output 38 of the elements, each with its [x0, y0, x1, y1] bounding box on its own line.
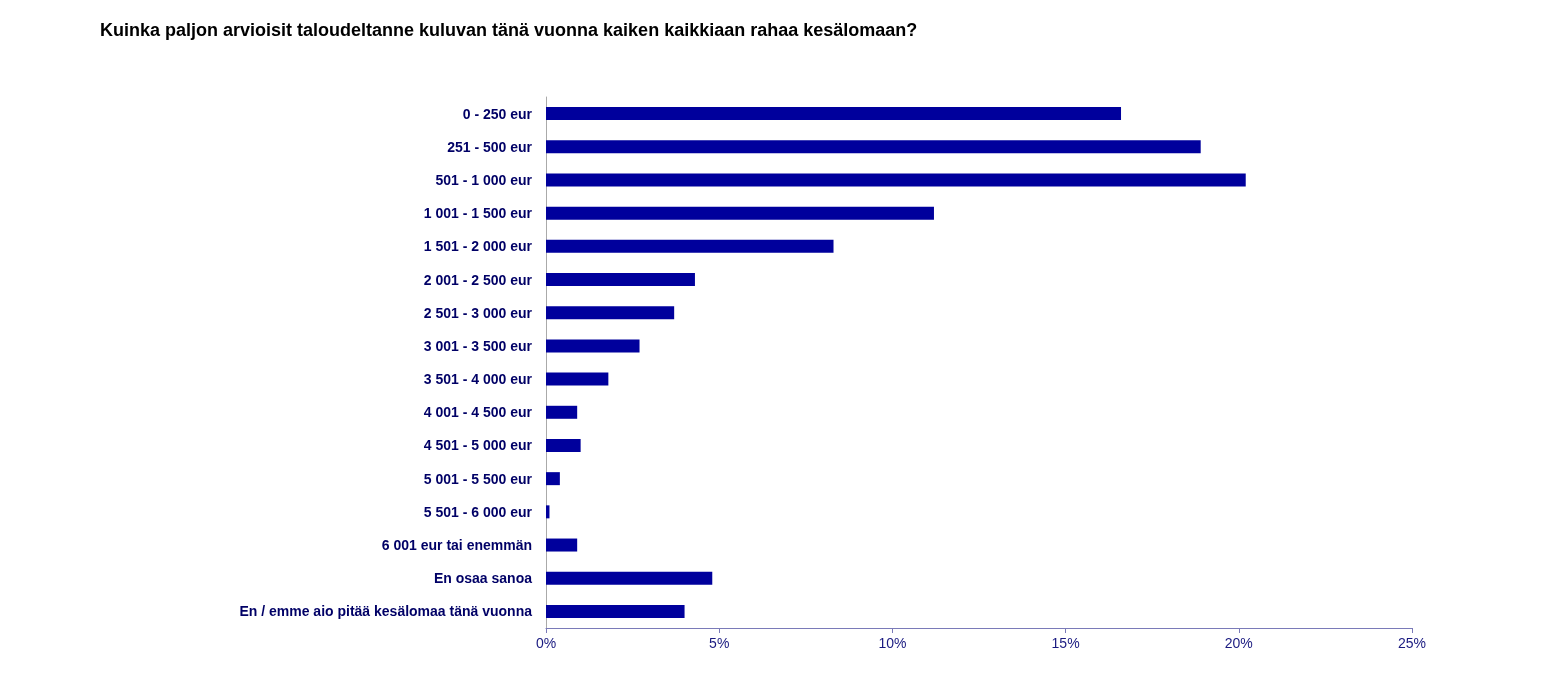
- bar: [546, 206, 934, 220]
- bar: [546, 173, 1246, 187]
- x-tick-label: 0%: [535, 635, 557, 651]
- y-tick-label: En / emme aio pitää kesälomaa tänä vuonna: [239, 603, 533, 620]
- x-tick-label: 10%: [878, 635, 907, 651]
- bar: [546, 306, 675, 320]
- y-tick-label: 3 501 - 4 000 eur: [423, 371, 533, 388]
- y-tick-label: 2 501 - 3 000 eur: [423, 304, 533, 321]
- bar: [546, 538, 578, 552]
- bar: [546, 571, 713, 585]
- y-tick-label: En osaa sanoa: [433, 570, 533, 587]
- x-tick-label: 5%: [709, 635, 730, 651]
- x-tick-label: 15%: [1051, 635, 1080, 651]
- bar: [546, 405, 578, 419]
- y-tick-label: 4 501 - 5 000 eur: [423, 437, 533, 454]
- bar: [546, 372, 609, 386]
- y-tick-label: 2 001 - 2 500 eur: [423, 271, 533, 288]
- bar: [546, 239, 834, 253]
- y-tick-label: 5 001 - 5 500 eur: [423, 470, 533, 487]
- y-tick-label: 0 - 250 eur: [462, 105, 533, 122]
- bar: [546, 604, 685, 618]
- x-tick-label: 25%: [1397, 635, 1427, 651]
- y-tick-label: 251 - 500 eur: [447, 138, 533, 155]
- y-tick-label: 3 001 - 3 500 eur: [423, 337, 533, 354]
- bar: [546, 140, 1201, 154]
- y-tick-label: 5 501 - 6 000 eur: [423, 503, 533, 520]
- x-tick-label: 20%: [1224, 635, 1253, 651]
- bar: [546, 438, 581, 452]
- bar: [546, 273, 695, 287]
- y-tick-label: 1 501 - 2 000 eur: [423, 238, 533, 255]
- y-tick-label: 4 001 - 4 500 eur: [423, 404, 533, 421]
- y-tick-label: 1 001 - 1 500 eur: [423, 205, 533, 222]
- y-tick-label: 501 - 1 000 eur: [435, 171, 533, 188]
- y-tick-label: 6 001 eur tai enemmän: [381, 537, 532, 554]
- bar: [546, 339, 640, 353]
- bar: [546, 107, 1122, 121]
- bar: [546, 472, 560, 486]
- chart-title: Kuinka paljon arvioisit taloudeltanne kuluvan tänä vuonna kaiken kaikkiaan rahaa kesälomaan?: [100, 20, 918, 40]
